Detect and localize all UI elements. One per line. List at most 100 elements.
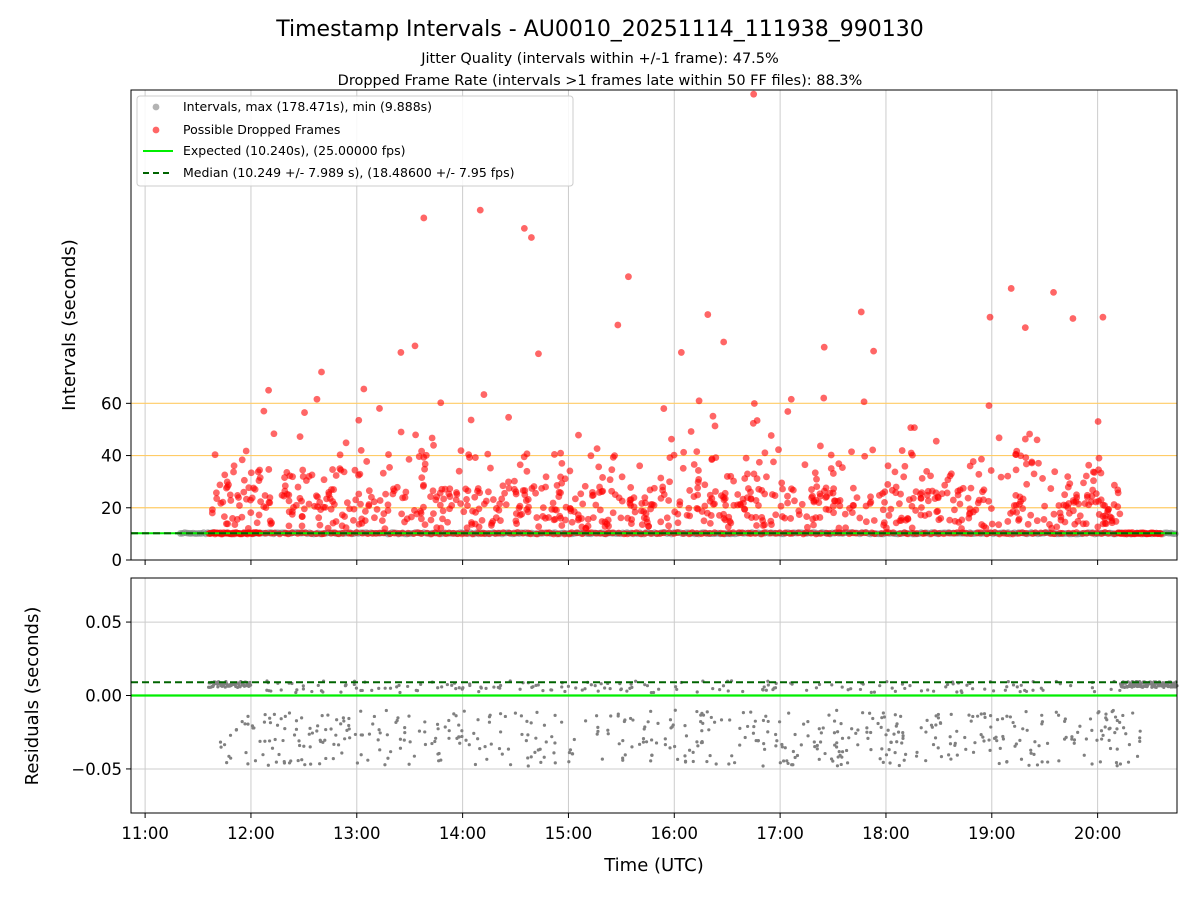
residual-point: [398, 737, 403, 741]
dropped-frame-point: [463, 495, 470, 503]
residual-point: [222, 743, 227, 747]
residual-point: [518, 687, 522, 691]
residual-point: [252, 726, 256, 730]
residual-point: [310, 731, 314, 735]
residual-point: [228, 733, 233, 737]
dropped-frame-point: [484, 450, 492, 458]
dropped-frame-point: [422, 451, 430, 459]
dropped-frame-point: [813, 483, 821, 491]
residual-point: [973, 741, 977, 745]
residual-point: [270, 746, 275, 750]
legend-box: [136, 95, 574, 187]
dropped-frame-point: [323, 495, 331, 503]
dropped-frame-point: [376, 405, 383, 412]
residual-point: [683, 754, 687, 758]
dropped-frame-point: [711, 422, 719, 430]
dropped-frame-point: [708, 456, 716, 464]
residual-point: [460, 687, 464, 691]
dropped-frame-point: [741, 475, 749, 482]
residual-point: [307, 732, 311, 736]
dropped-frame-point: [584, 515, 592, 523]
residual-point: [621, 756, 625, 760]
residual-point: [498, 712, 503, 716]
dropped-frame-point: [355, 471, 362, 479]
dropped-frame-outlier: [397, 349, 405, 356]
residual-point: [395, 685, 399, 689]
dropped-frame-point: [469, 507, 476, 515]
dropped-frame-point: [817, 442, 824, 450]
dropped-frame-point: [923, 491, 931, 499]
residual-point: [318, 738, 322, 742]
dropped-frame-point: [830, 509, 837, 517]
residual-point: [691, 750, 695, 755]
dropped-frame-point: [430, 441, 437, 449]
dropped-frame-point: [305, 500, 313, 508]
residual-point: [412, 754, 416, 758]
residual-point: [377, 728, 381, 732]
dropped-frame-point: [683, 511, 691, 519]
residual-point: [1115, 718, 1119, 723]
residual-point: [1090, 728, 1094, 732]
dropped-frame-point: [813, 475, 820, 483]
residual-point: [919, 689, 924, 693]
residual-point: [878, 757, 882, 761]
residual-point: [359, 709, 363, 713]
dropped-frame-point: [512, 517, 520, 525]
dropped-frame-point: [1064, 483, 1072, 491]
dropped-frame-point: [1035, 459, 1042, 467]
dropped-frame-point: [355, 490, 363, 498]
dropped-frame-point: [1080, 479, 1087, 487]
residual-point: [858, 687, 863, 692]
dropped-frame-point: [835, 524, 843, 532]
dropped-frame-outlier: [820, 343, 828, 351]
residual-point: [1084, 737, 1088, 741]
residual-point: [815, 747, 819, 751]
dropped-frame-point: [640, 508, 648, 515]
dropped-frame-point: [379, 469, 387, 477]
residual-point: [506, 747, 511, 751]
dropped-frame-point: [867, 493, 874, 501]
residual-point: [1040, 713, 1044, 717]
dropped-frame-point: [566, 504, 574, 512]
dropped-frame-point: [253, 519, 261, 527]
dropped-frame-point: [934, 493, 942, 501]
residual-point: [1115, 747, 1119, 751]
residual-point: [526, 733, 530, 737]
x-tick-label: 19:00: [968, 824, 1016, 843]
dropped-frame-point: [419, 482, 427, 490]
residual-point: [1013, 724, 1017, 728]
residual-point: [914, 754, 919, 758]
dropped-frame-point: [1021, 435, 1029, 443]
dropped-frame-point: [589, 514, 597, 522]
residual-point: [377, 686, 381, 690]
residual-point: [1037, 744, 1041, 748]
dropped-frame-point: [596, 483, 603, 491]
residual-point: [437, 751, 441, 756]
residual-point: [786, 761, 790, 766]
residual-point: [258, 739, 262, 743]
residual-point: [544, 740, 548, 744]
residual-point: [823, 751, 827, 756]
residual-point: [457, 723, 461, 727]
dropped-frame-point: [911, 424, 918, 432]
top-y-axis-label: Intervals (seconds): [59, 239, 80, 411]
residual-point: [623, 718, 627, 722]
residual-point: [881, 760, 885, 764]
dropped-frame-outlier: [625, 273, 632, 281]
axes: 11:00 12:00 13:00 14:00 15:00 16:00 17:00 18:00…: [71, 89, 1178, 843]
residual-point: [324, 756, 328, 761]
residual-point: [477, 690, 481, 694]
dropped-frame-point: [1030, 470, 1038, 478]
dropped-frame-point: [784, 408, 792, 415]
dropped-frame-point: [647, 505, 654, 513]
residual-point: [673, 708, 677, 712]
dropped-frame-point: [987, 505, 995, 512]
dropped-frame-point: [363, 458, 371, 465]
dropped-frame-point: [242, 447, 250, 455]
residual-point: [1124, 732, 1128, 736]
dropped-frame-point: [1012, 502, 1020, 509]
dropped-frame-point: [1033, 517, 1041, 525]
residual-point: [1057, 759, 1061, 763]
dropped-frame-outlier: [704, 311, 712, 318]
dropped-frame-point: [1090, 477, 1097, 485]
